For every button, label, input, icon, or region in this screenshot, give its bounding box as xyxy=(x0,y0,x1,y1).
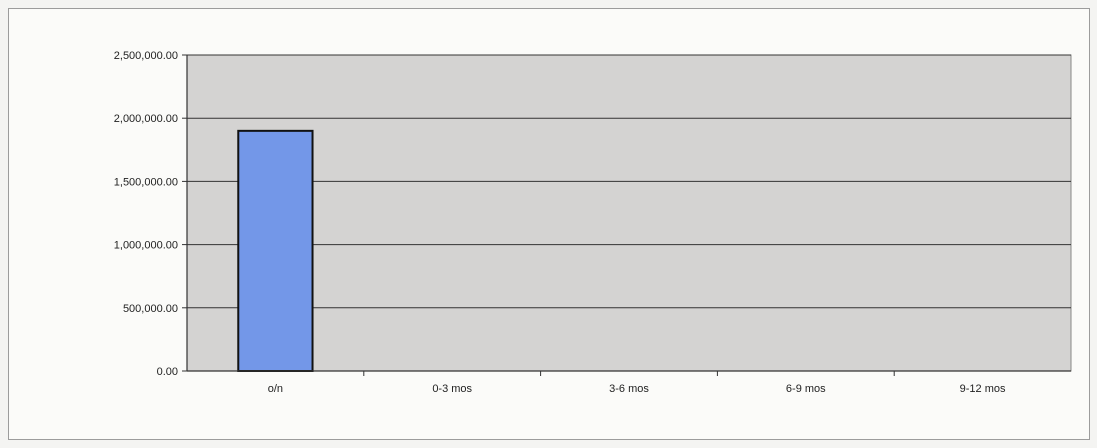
x-tick-label: 0-3 mos xyxy=(432,383,472,395)
gridlines xyxy=(187,54,1071,309)
bar-o-n xyxy=(237,129,314,372)
y-tick-label: 0.00 xyxy=(157,366,178,378)
axes xyxy=(182,54,1071,376)
x-tick-labels: o/n 0-3 mos 3-6 mos 6-9 mos 9-12 mos xyxy=(268,383,1006,395)
plot-area xyxy=(186,54,1072,372)
bar-chart: 0.00 500,000.00 1,000,000.00 1,500,000.00 2,… xyxy=(114,50,1072,395)
x-tick-label: 3-6 mos xyxy=(609,383,649,395)
x-tick-label: 6-9 mos xyxy=(786,383,826,395)
bars xyxy=(237,129,314,372)
y-tick-label: 500,000.00 xyxy=(123,303,178,315)
y-tick-label: 1,000,000.00 xyxy=(114,240,178,252)
chart-frame: 0.00 500,000.00 1,000,000.00 1,500,000.00 2,… xyxy=(8,8,1090,440)
x-tick-label: 9-12 mos xyxy=(960,383,1006,395)
y-tick-labels: 0.00 500,000.00 1,000,000.00 1,500,000.00 2,… xyxy=(114,50,178,378)
y-tick-label: 2,000,000.00 xyxy=(114,113,178,125)
x-tick-label: o/n xyxy=(268,383,283,395)
y-tick-label: 2,500,000.00 xyxy=(114,50,178,62)
y-tick-label: 1,500,000.00 xyxy=(114,176,178,188)
